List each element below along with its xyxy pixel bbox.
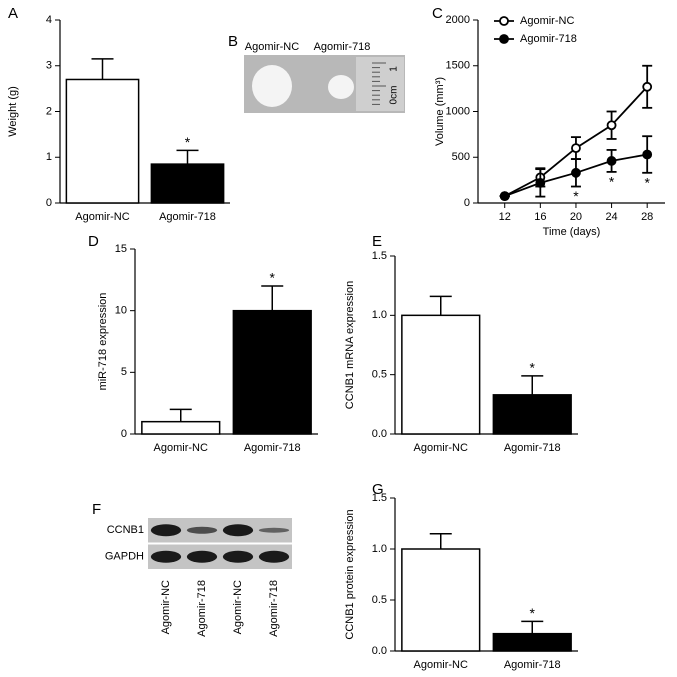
y-axis-label: Weight (g) [7, 86, 19, 137]
legend-label: Agomir-718 [520, 33, 577, 45]
photo-label: Agomir-718 [314, 41, 371, 53]
x-tick-label: Agomir-718 [504, 442, 561, 454]
blot-band [258, 527, 290, 533]
legend-label: Agomir-NC [520, 15, 574, 27]
y-tick-label: 0.0 [372, 645, 387, 657]
blot-row-label: CCNB1 [107, 524, 144, 536]
significance-mark: * [270, 270, 276, 286]
y-tick-label: 10 [115, 305, 127, 317]
y-tick-label: 1500 [446, 60, 470, 72]
x-tick-label: 28 [641, 211, 653, 223]
x-tick-label: Agomir-NC [414, 659, 468, 671]
blot-band [150, 550, 182, 563]
blot-lane-label: Agomir-NC [160, 580, 172, 634]
blot-row-label: GAPDH [105, 551, 144, 563]
blot-band [186, 526, 218, 534]
blot-band [186, 550, 218, 563]
panel-letter: D [88, 233, 99, 250]
point [571, 143, 581, 154]
y-tick-label: 2000 [446, 14, 470, 26]
x-tick-label: 12 [499, 211, 511, 223]
y-tick-label: 4 [46, 14, 52, 26]
point [606, 156, 617, 166]
x-tick-label: 24 [605, 211, 617, 223]
y-tick-label: 3 [46, 60, 52, 72]
x-tick-label: Agomir-NC [75, 211, 129, 223]
tumor [328, 75, 354, 99]
y-tick-label: 5 [121, 366, 127, 378]
panel-letter: B [228, 33, 238, 50]
bar [492, 394, 572, 435]
ruler-label: 1 [389, 66, 400, 72]
legend-marker [499, 34, 509, 44]
blot-lane-label: Agomir-718 [268, 580, 280, 637]
x-tick-label: 16 [534, 211, 546, 223]
ruler-label: 0cm [389, 86, 400, 105]
y-tick-label: 1000 [446, 105, 470, 117]
significance-mark: * [530, 360, 536, 376]
x-tick-label: Agomir-718 [244, 442, 301, 454]
significance-mark: * [573, 188, 579, 204]
significance-mark: * [185, 134, 191, 150]
x-tick-label: Agomir-NC [414, 442, 468, 454]
x-tick-label: Agomir-718 [159, 211, 216, 223]
y-tick-label: 0 [464, 197, 470, 209]
x-axis-label: Time (days) [543, 226, 601, 238]
bar [65, 78, 140, 204]
y-tick-label: 2 [46, 105, 52, 117]
y-tick-label: 0.5 [372, 594, 387, 606]
bar [150, 163, 225, 204]
blot-band [222, 550, 254, 563]
y-tick-label: 1.5 [372, 250, 387, 262]
y-tick-label: 1.0 [372, 543, 387, 555]
y-tick-label: 1.5 [372, 492, 387, 504]
y-tick-label: 0.5 [372, 369, 387, 381]
point [642, 81, 653, 92]
y-axis-label: Volume (mm³) [434, 77, 446, 146]
panel-letter: F [92, 501, 101, 518]
blot-lane-label: Agomir-718 [196, 580, 208, 637]
ruler [356, 57, 404, 111]
point [535, 177, 546, 188]
significance-mark: * [530, 605, 536, 621]
y-tick-label: 0 [46, 197, 52, 209]
blot-band [150, 524, 182, 537]
bar [401, 548, 481, 652]
y-tick-label: 1.0 [372, 309, 387, 321]
panel-letter: C [432, 5, 443, 22]
point [642, 149, 653, 160]
panel-letter: E [372, 233, 382, 250]
y-tick-label: 15 [115, 243, 127, 255]
blot-band [222, 524, 254, 537]
legend-marker [499, 16, 509, 26]
bar [401, 314, 481, 435]
blot-lane-label: Agomir-NC [232, 580, 244, 634]
point [606, 120, 617, 131]
y-axis-label: CCNB1 mRNA expression [344, 281, 356, 409]
x-tick-label: Agomir-NC [154, 442, 208, 454]
photo-label: Agomir-NC [245, 41, 299, 53]
bar [492, 632, 572, 652]
y-tick-label: 0.0 [372, 428, 387, 440]
point [499, 191, 510, 202]
point [571, 167, 581, 178]
y-tick-label: 1 [46, 151, 52, 163]
bar [232, 309, 312, 435]
tumor [252, 65, 292, 107]
panel-letter: A [8, 5, 18, 22]
y-axis-label: CCNB1 protein expression [344, 509, 356, 639]
y-tick-label: 500 [452, 151, 470, 163]
y-axis-label: miR-718 expression [97, 293, 109, 391]
x-tick-label: Agomir-718 [504, 659, 561, 671]
bar [141, 420, 221, 435]
panel-letter: G [372, 481, 384, 498]
blot-band [258, 550, 290, 563]
x-tick-label: 20 [570, 211, 582, 223]
significance-mark: * [609, 174, 615, 190]
y-tick-label: 0 [121, 428, 127, 440]
significance-mark: * [644, 175, 650, 191]
